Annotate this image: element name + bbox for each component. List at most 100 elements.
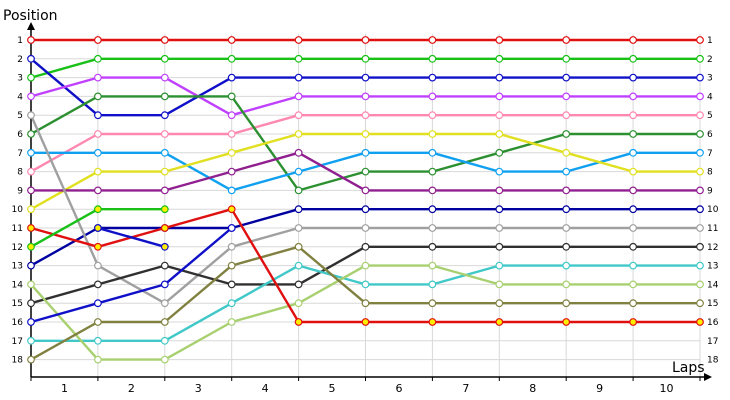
data-point bbox=[696, 186, 704, 195]
data-point bbox=[93, 318, 102, 326]
data-point bbox=[495, 299, 504, 308]
data-point bbox=[562, 299, 571, 308]
series-17 bbox=[27, 205, 169, 251]
y-tick-label: 13 bbox=[12, 262, 23, 272]
data-point bbox=[629, 242, 637, 251]
data-point bbox=[93, 167, 102, 176]
data-point bbox=[160, 205, 169, 214]
data-point bbox=[294, 167, 303, 176]
y-tick-label: 2 bbox=[17, 55, 23, 65]
data-point bbox=[361, 299, 370, 308]
y-tick-label: 9 bbox=[17, 186, 23, 196]
data-point bbox=[227, 54, 236, 63]
data-point bbox=[696, 111, 704, 120]
data-point bbox=[629, 130, 637, 138]
data-point bbox=[562, 318, 571, 326]
data-point bbox=[294, 73, 303, 82]
data-point bbox=[93, 261, 102, 270]
data-point bbox=[160, 92, 169, 101]
x-tick-label: 9 bbox=[596, 382, 603, 395]
data-point bbox=[294, 36, 303, 44]
series-line bbox=[97, 226, 166, 248]
y-axis-title: Position bbox=[3, 8, 58, 24]
data-point bbox=[294, 280, 303, 289]
series-8 bbox=[27, 130, 704, 214]
data-point bbox=[696, 280, 704, 289]
data-point bbox=[629, 224, 637, 232]
series-line bbox=[30, 227, 233, 324]
series-19 bbox=[93, 224, 169, 251]
data-point bbox=[361, 167, 370, 176]
series-6 bbox=[27, 92, 704, 195]
y-tick-label: 6 bbox=[17, 130, 23, 140]
x-tick-label: 3 bbox=[195, 382, 202, 395]
data-point bbox=[495, 54, 504, 63]
y-tick-label: 1 bbox=[17, 36, 23, 46]
series-7 bbox=[27, 148, 704, 195]
y-tick-label-right: 10 bbox=[707, 205, 719, 215]
data-point bbox=[227, 92, 236, 101]
x-tick-label: 6 bbox=[395, 382, 402, 395]
data-point bbox=[294, 261, 303, 270]
data-point bbox=[696, 242, 704, 251]
data-point bbox=[696, 36, 704, 44]
x-axis-arrow bbox=[704, 373, 712, 381]
series-16 bbox=[27, 205, 704, 326]
data-point bbox=[227, 36, 236, 44]
series-15 bbox=[27, 242, 704, 364]
data-point bbox=[93, 36, 102, 44]
data-point bbox=[361, 111, 370, 120]
data-point bbox=[495, 167, 504, 176]
data-point bbox=[93, 336, 102, 345]
data-point bbox=[93, 299, 102, 308]
data-point bbox=[27, 242, 35, 251]
data-point bbox=[562, 36, 571, 44]
data-point bbox=[160, 224, 169, 232]
data-point bbox=[294, 111, 303, 120]
data-point bbox=[294, 205, 303, 214]
data-point bbox=[93, 54, 102, 63]
data-point bbox=[562, 186, 571, 195]
data-point bbox=[562, 73, 571, 82]
data-point bbox=[495, 92, 504, 101]
data-point bbox=[629, 73, 637, 82]
y-tick-label: 12 bbox=[12, 243, 23, 253]
series-1 bbox=[27, 36, 704, 44]
y-tick-label-right: 11 bbox=[707, 224, 718, 234]
y-tick-label-right: 13 bbox=[707, 262, 718, 272]
series-2 bbox=[27, 54, 704, 82]
y-tick-label-right: 4 bbox=[707, 92, 713, 102]
data-point bbox=[696, 130, 704, 138]
data-point bbox=[629, 261, 637, 270]
y-tick-label-right: 9 bbox=[707, 186, 713, 196]
data-point bbox=[361, 130, 370, 138]
data-point bbox=[428, 318, 437, 326]
data-point bbox=[629, 36, 637, 44]
data-point bbox=[160, 54, 169, 63]
axes bbox=[27, 22, 712, 381]
data-point bbox=[562, 167, 571, 176]
data-point bbox=[428, 280, 437, 289]
data-point bbox=[361, 242, 370, 251]
y-tick-label-right: 2 bbox=[707, 55, 713, 65]
data-point bbox=[428, 299, 437, 308]
data-point bbox=[93, 242, 102, 251]
data-point bbox=[562, 54, 571, 63]
y-tick-label-right: 18 bbox=[707, 356, 719, 366]
data-point bbox=[160, 36, 169, 44]
data-point bbox=[160, 186, 169, 195]
data-point bbox=[27, 336, 35, 345]
data-point bbox=[27, 73, 35, 82]
data-point bbox=[428, 224, 437, 232]
x-tick-label: 5 bbox=[329, 382, 336, 395]
data-point bbox=[294, 54, 303, 63]
data-point bbox=[629, 92, 637, 101]
data-point bbox=[160, 111, 169, 120]
x-tick-label: 10 bbox=[660, 382, 674, 395]
data-point bbox=[294, 92, 303, 101]
data-point bbox=[27, 36, 35, 44]
data-point bbox=[428, 148, 437, 157]
data-point bbox=[93, 130, 102, 138]
data-point bbox=[294, 130, 303, 138]
